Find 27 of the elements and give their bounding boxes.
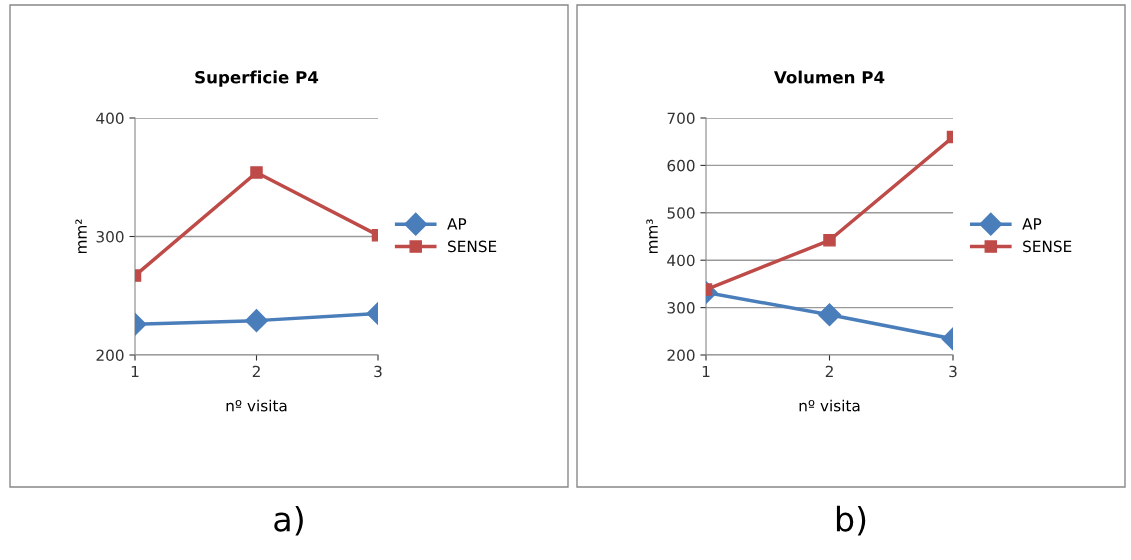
x-axis-title: nº visita <box>226 399 287 412</box>
y-tick-label: 300 <box>96 230 124 243</box>
text: a) <box>274 505 303 536</box>
chart-title: Volumen P4 <box>774 70 885 84</box>
legend-label: SENSE <box>1023 240 1072 253</box>
legend-label: SENSE <box>448 240 497 253</box>
y-axis-title: mm² <box>75 219 87 254</box>
y-tick-label: 700 <box>667 112 695 125</box>
x-tick-label: 2 <box>252 365 260 378</box>
y-tick-label: 400 <box>96 112 124 125</box>
x-tick-label: 1 <box>702 365 710 378</box>
y-tick-label: 400 <box>667 254 695 267</box>
legend-label: AP <box>1022 218 1042 230</box>
y-tick-label: 200 <box>96 349 124 362</box>
y-tick-label: 200 <box>667 349 695 362</box>
x-tick-label: 3 <box>374 365 382 378</box>
x-tick-label: 1 <box>131 365 139 378</box>
y-tick-label: 500 <box>667 207 695 219</box>
y-tick-label: 300 <box>667 302 695 314</box>
x-axis-title: nº visita <box>799 399 860 412</box>
y-axis-title: mm³ <box>646 219 658 254</box>
y-tick-label: 600 <box>667 159 695 172</box>
legend-label: AP <box>447 218 467 230</box>
x-tick-label: 2 <box>825 365 833 378</box>
chart-title: Superficie P4 <box>195 70 319 87</box>
text: b) <box>836 505 866 536</box>
x-tick-label: 3 <box>949 365 957 378</box>
